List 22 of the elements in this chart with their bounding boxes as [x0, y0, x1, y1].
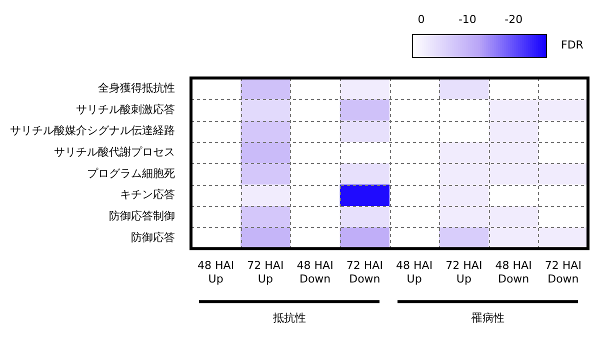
x-tick-label: 48 HAI Down [296, 259, 334, 286]
y-tick-label: サリチル酸刺激応答 [76, 102, 175, 116]
y-tick-label: 全身獲得抵抗性 [98, 82, 175, 95]
color-bar-label: 0 [418, 12, 425, 26]
x-tick-label: 72 HAI Down [544, 259, 582, 286]
y-tick-label: サリチル酸媒介シグナル伝達経路 [10, 124, 175, 138]
x-tick-label: 72 HAI Down [346, 259, 383, 286]
y-tick-label: 防御応答制御 [109, 209, 175, 222]
color-bar-title: FDR [561, 38, 584, 52]
x-tick-label: 72 HAI Up [247, 259, 284, 286]
x-tick-label: 48 HAI Up [396, 259, 433, 286]
x-tick-label: 48 HAI Down [495, 259, 532, 286]
color-bar-label: -20 [504, 12, 523, 26]
x-tick-label: 48 HAI Up [198, 259, 234, 286]
y-tick-label: サリチル酸代謝プロセス [54, 145, 175, 158]
y-tick-label: 防御応答 [131, 230, 175, 244]
y-tick-label: プログラム細胞死 [87, 166, 175, 180]
text: 罹病性 [470, 311, 504, 324]
y-tick-label: キチン応答 [120, 188, 175, 202]
x-tick-label: 72 HAI Up [446, 259, 482, 286]
color-bar-label: -10 [458, 12, 476, 26]
text: 抵抗性 [272, 311, 306, 324]
